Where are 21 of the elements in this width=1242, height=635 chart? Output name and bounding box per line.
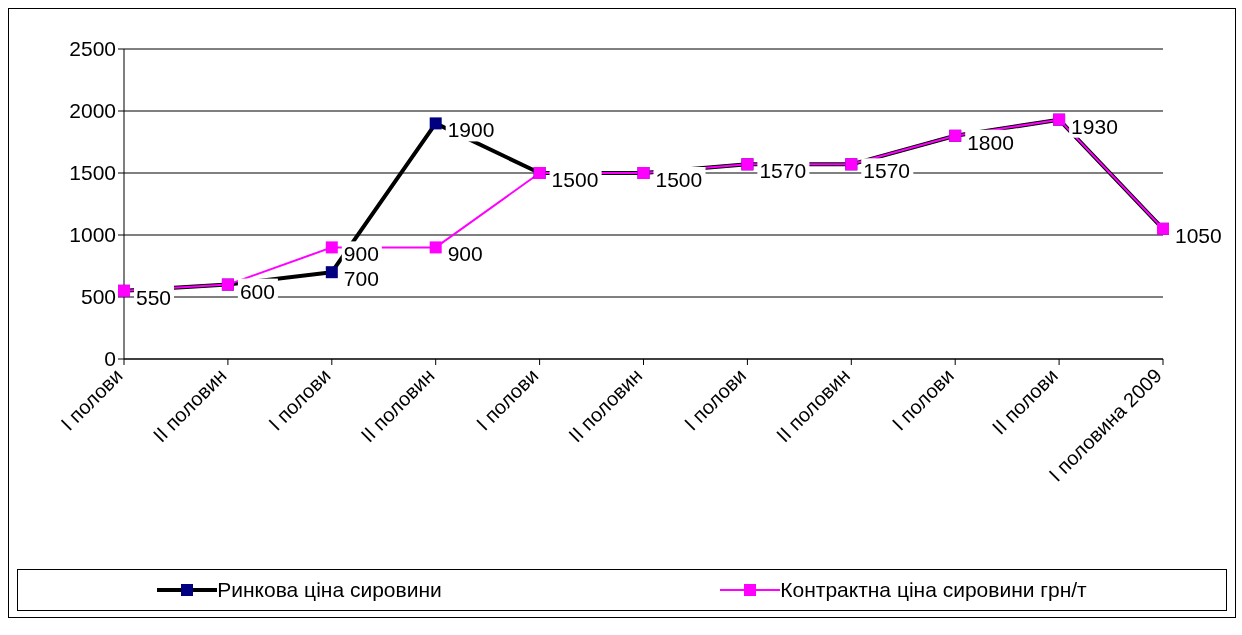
y-tick-label: 2500 <box>69 37 116 61</box>
data-label: 550 <box>136 285 172 309</box>
data-label: 900 <box>447 242 483 266</box>
data-label: 1500 <box>551 168 599 191</box>
y-tick-label: 500 <box>80 285 116 309</box>
data-label: 1900 <box>447 118 495 142</box>
data-label: 900 <box>343 242 379 266</box>
data-label: 1800 <box>967 130 1014 154</box>
data-label: 1930 <box>1071 114 1118 138</box>
y-tick-label: 1000 <box>69 223 116 247</box>
data-label: 700 <box>343 267 379 291</box>
legend-label: Ринкова ціна сировини <box>217 578 442 602</box>
data-label: 1570 <box>863 159 911 183</box>
data-label: 1050 <box>1175 223 1222 247</box>
y-tick-label: 0 <box>104 347 116 371</box>
y-tick-label: 1500 <box>69 161 116 185</box>
data-label: 600 <box>239 279 275 303</box>
legend-label: Контрактна ціна сировини грн/т <box>780 578 1087 602</box>
y-tick-label: 2000 <box>69 99 116 123</box>
data-label: 1500 <box>655 168 703 191</box>
data-label: 1570 <box>759 159 807 183</box>
